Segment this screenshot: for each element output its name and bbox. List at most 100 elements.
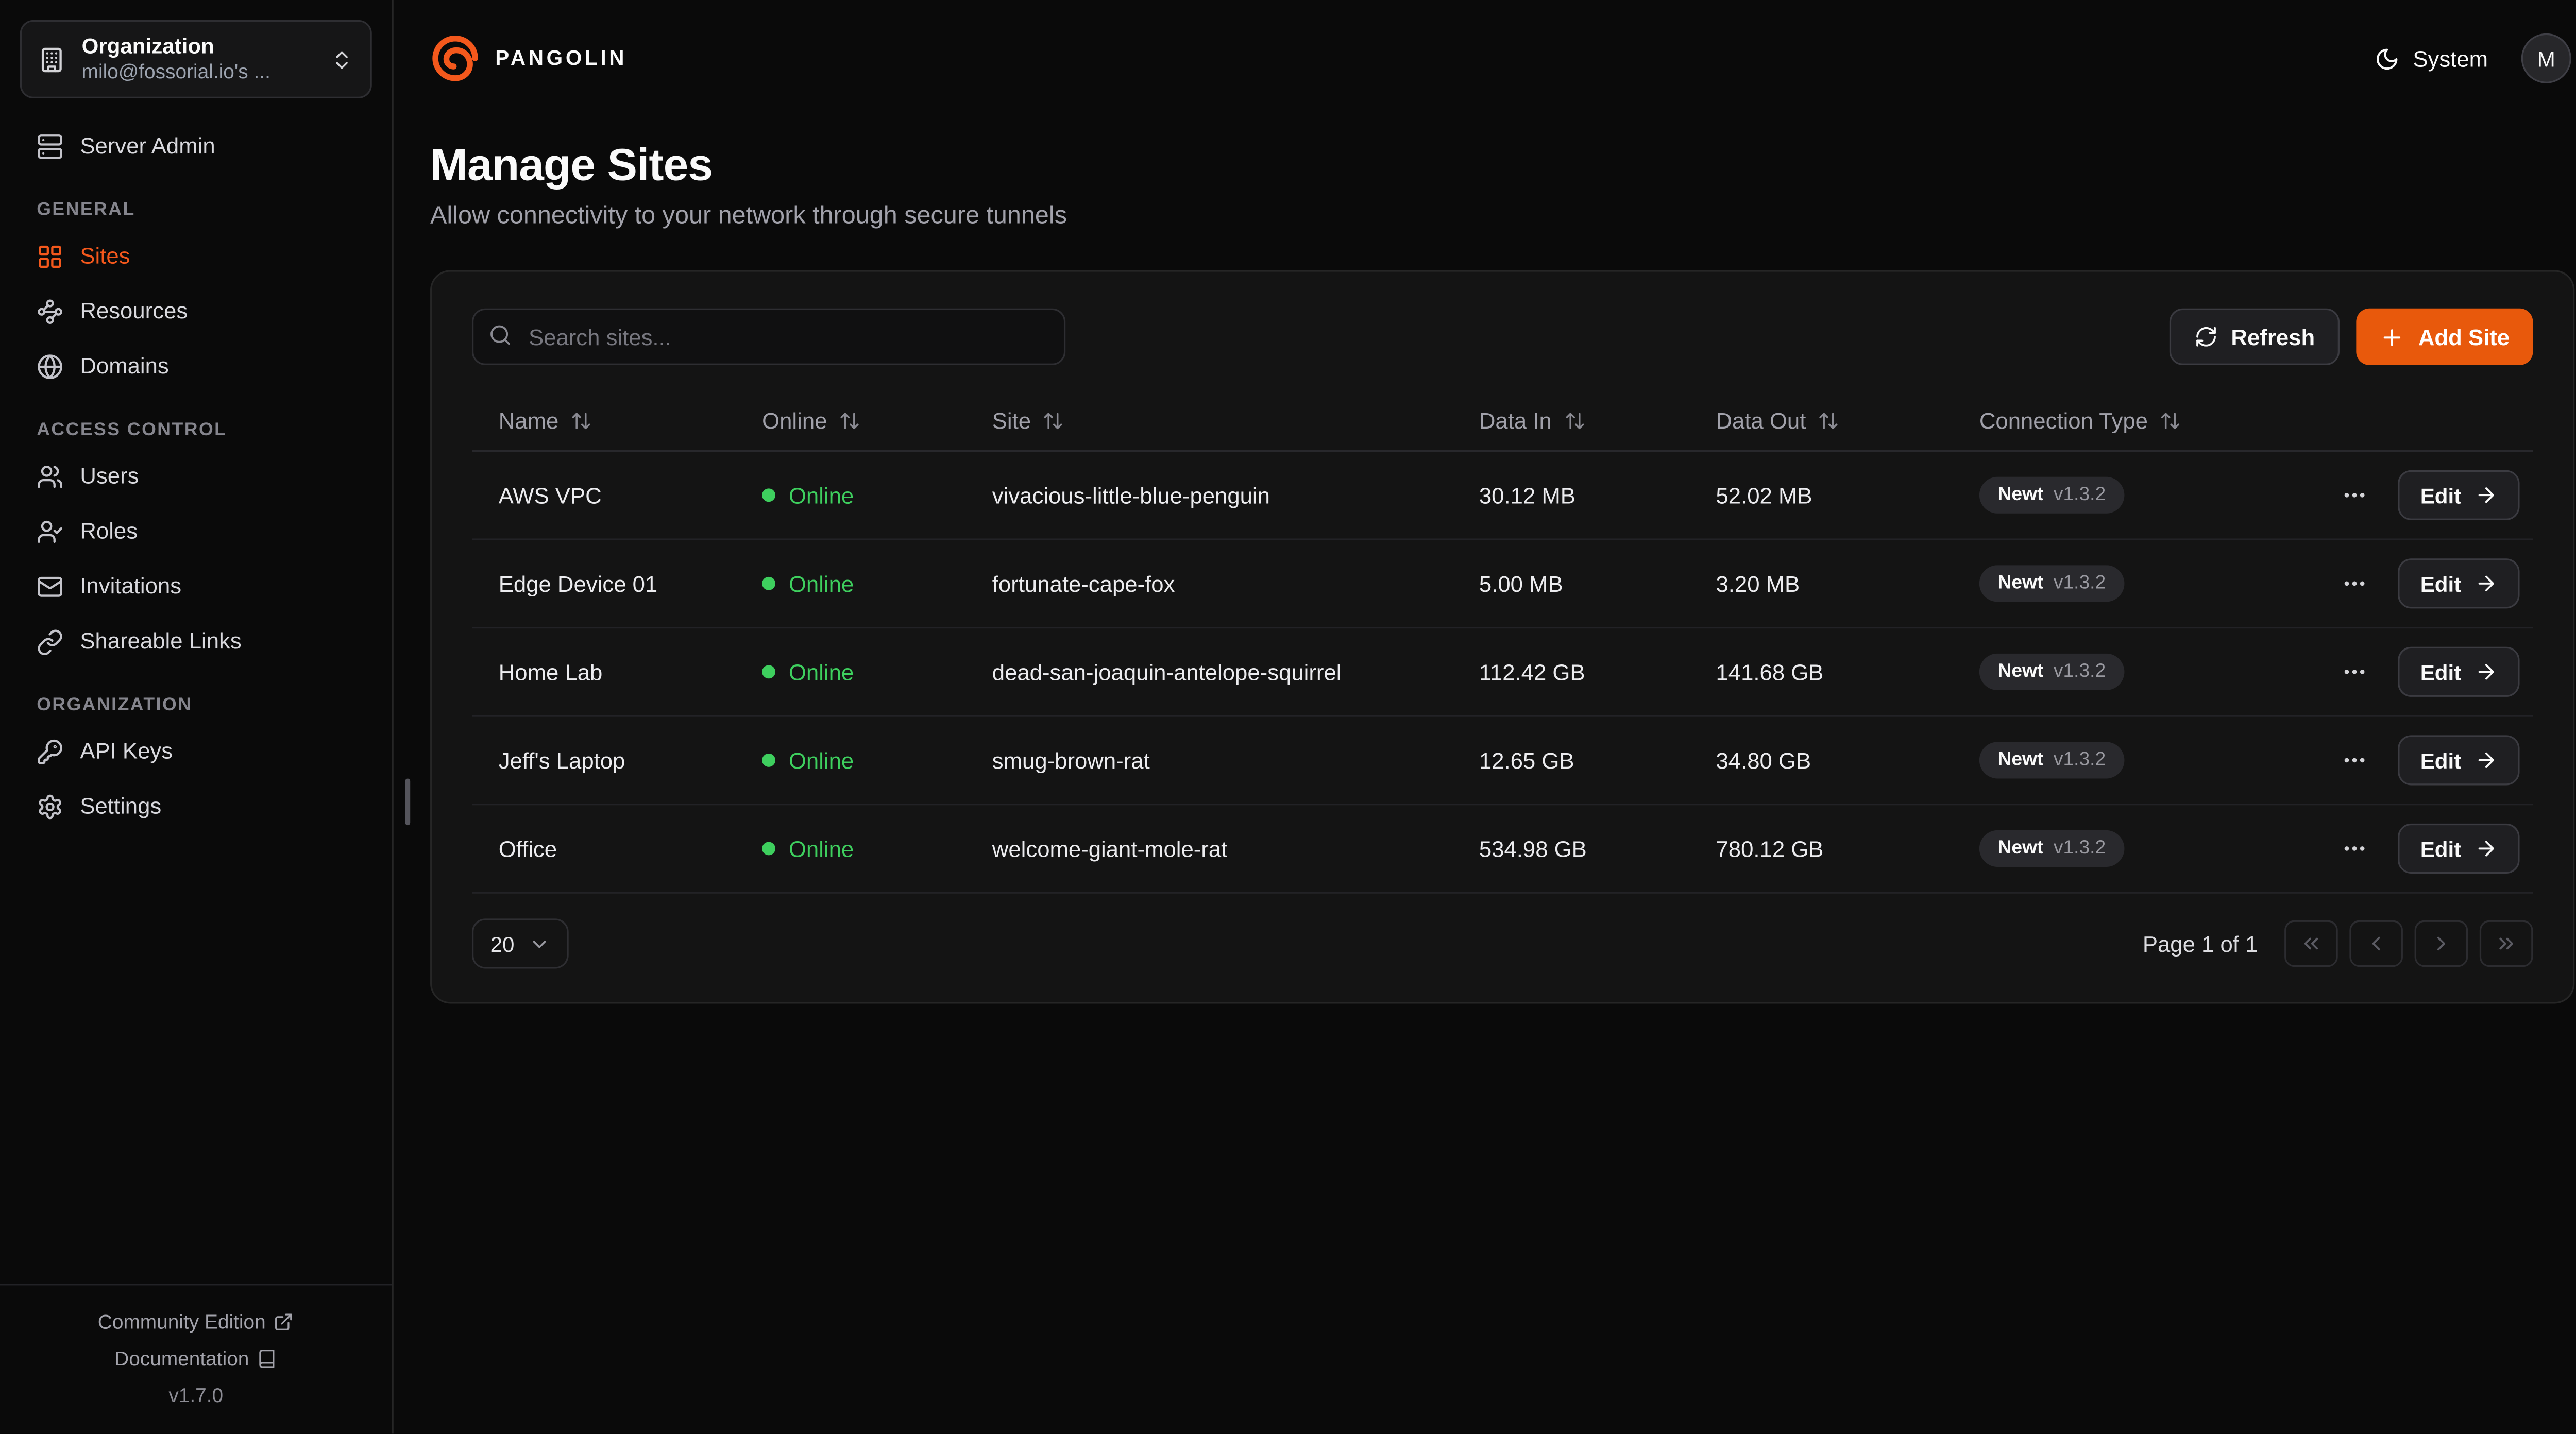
edit-button[interactable]: Edit	[2398, 735, 2520, 786]
sidebar-item-resources[interactable]: Resources	[20, 283, 372, 338]
column-label: Connection Type	[1979, 408, 2148, 434]
page-title: Manage Sites	[430, 140, 713, 190]
edit-button[interactable]: Edit	[2398, 646, 2520, 697]
page-size-select[interactable]: 20	[471, 918, 570, 969]
cell-online: Online	[735, 571, 965, 596]
refresh-button[interactable]: Refresh	[2169, 308, 2340, 365]
column-header-online[interactable]: Online	[735, 408, 965, 434]
cell-connection-type: Newt v1.3.2	[1953, 653, 2279, 690]
brand-name: PANGOLIN	[495, 46, 628, 70]
cell-connection-type: Newt v1.3.2	[1953, 565, 2279, 602]
edit-label: Edit	[2420, 482, 2462, 508]
edit-button[interactable]: Edit	[2398, 558, 2520, 609]
search-input[interactable]	[471, 308, 1066, 365]
connection-type-version: v1.3.2	[2053, 661, 2106, 682]
pager: Page 1 of 1	[2143, 920, 2533, 967]
mail-icon	[37, 573, 63, 600]
edit-button[interactable]: Edit	[2398, 823, 2520, 874]
column-header-connection-type[interactable]: Connection Type	[1953, 408, 2279, 434]
avatar[interactable]: M	[2521, 33, 2571, 83]
column-header-site[interactable]: Site	[965, 408, 1452, 434]
cell-data-in: 112.42 GB	[1479, 659, 1585, 685]
sidebar-footer: Community Edition Documentation v1.7.0	[0, 1284, 392, 1433]
online-status-label: Online	[788, 482, 854, 508]
arrow-right-icon	[2475, 484, 2498, 507]
next-page-button[interactable]	[2414, 920, 2468, 967]
column-header-data-out[interactable]: Data Out	[1689, 408, 1953, 434]
sidebar-item-invitations[interactable]: Invitations	[20, 558, 372, 613]
cell-name: Jeff's Laptop	[498, 747, 625, 773]
server-icon	[37, 132, 63, 159]
main-area: PANGOLIN System M Manage Sites Allow con…	[394, 0, 2576, 1433]
chevron-left-icon	[2365, 932, 2388, 955]
page-indicator: Page 1 of 1	[2142, 931, 2258, 957]
cell-connection-type: Newt v1.3.2	[1953, 830, 2279, 867]
table-footer: 20 Page 1 of 1	[471, 918, 2533, 969]
documentation-label: Documentation	[114, 1347, 249, 1371]
column-header-data-in[interactable]: Data In	[1452, 408, 1689, 434]
online-status-label: Online	[788, 571, 854, 596]
sidebar-item-users[interactable]: Users	[20, 449, 372, 504]
sidebar-item-server-admin[interactable]: Server Admin	[20, 118, 372, 174]
column-label: Site	[992, 408, 1031, 434]
row-menu-button[interactable]	[2335, 475, 2376, 515]
community-edition-label: Community Edition	[97, 1310, 266, 1334]
page-content: Manage Sites Allow connectivity to your …	[394, 140, 2576, 1004]
sites-table: Name Online Site Data In	[471, 392, 2533, 894]
connection-type-badge: Newt v1.3.2	[1979, 565, 2124, 602]
cell-data-in: 5.00 MB	[1479, 571, 1563, 596]
row-menu-button[interactable]	[2335, 564, 2376, 604]
sidebar-scrollbar-thumb[interactable]	[405, 778, 411, 826]
previous-page-button[interactable]	[2349, 920, 2403, 967]
documentation-link[interactable]: Documentation	[114, 1340, 277, 1377]
edit-label: Edit	[2420, 747, 2462, 773]
row-menu-button[interactable]	[2335, 829, 2376, 869]
sort-icon	[1563, 410, 1585, 432]
add-site-button[interactable]: Add Site	[2357, 308, 2533, 365]
cell-name: Edge Device 01	[498, 571, 658, 596]
sidebar-item-label: Shareable Links	[80, 628, 242, 654]
row-menu-button[interactable]	[2335, 740, 2376, 780]
cell-actions: Edit	[2279, 558, 2533, 609]
connection-type-version: v1.3.2	[2053, 573, 2106, 594]
edit-button[interactable]: Edit	[2398, 470, 2520, 520]
sidebar-item-domains[interactable]: Domains	[20, 338, 372, 394]
org-selector-value: milo@fossorial.io's ...	[81, 60, 270, 83]
refresh-label: Refresh	[2231, 324, 2315, 350]
sidebar-item-settings[interactable]: Settings	[20, 778, 372, 833]
table-row: Edge Device 01 Online fortunate-cape-fox…	[471, 540, 2533, 629]
sidebar-item-roles[interactable]: Roles	[20, 503, 372, 558]
user-check-icon	[37, 518, 63, 544]
arrow-right-icon	[2475, 660, 2498, 684]
row-menu-button[interactable]	[2335, 652, 2376, 692]
building-icon	[38, 46, 65, 73]
cell-actions: Edit	[2279, 735, 2533, 786]
sidebar-item-shareable-links[interactable]: Shareable Links	[20, 613, 372, 669]
cell-site: vivacious-little-blue-penguin	[992, 482, 1270, 508]
column-header-name[interactable]: Name	[472, 408, 735, 434]
refresh-icon	[2194, 325, 2217, 348]
column-label: Online	[762, 408, 827, 434]
cell-data-out: 34.80 GB	[1716, 747, 1811, 773]
online-status-label: Online	[788, 836, 854, 861]
brand[interactable]: PANGOLIN	[430, 33, 627, 83]
community-edition-link[interactable]: Community Edition	[98, 1304, 294, 1340]
connection-type-version: v1.3.2	[2053, 750, 2106, 771]
column-label: Data In	[1479, 408, 1552, 434]
connection-type-version: v1.3.2	[2053, 839, 2106, 859]
theme-toggle[interactable]: System	[2375, 46, 2488, 71]
plus-icon	[2380, 325, 2405, 350]
chevrons-left-icon	[2299, 932, 2323, 955]
connection-type-name: Newt	[1997, 839, 2044, 859]
first-page-button[interactable]	[2284, 920, 2338, 967]
pangolin-logo-icon	[432, 36, 478, 81]
sidebar-section-general: GENERAL	[37, 200, 135, 220]
toolbar: Refresh Add Site	[471, 308, 2533, 365]
org-selector[interactable]: Organization milo@fossorial.io's ...	[20, 20, 372, 98]
last-page-button[interactable]	[2479, 920, 2533, 967]
chevron-right-icon	[2430, 932, 2453, 955]
sidebar-item-api-keys[interactable]: API Keys	[20, 724, 372, 779]
sidebar-item-sites[interactable]: Sites	[20, 228, 372, 283]
cell-name: Home Lab	[498, 659, 603, 685]
connection-type-version: v1.3.2	[2053, 485, 2106, 505]
